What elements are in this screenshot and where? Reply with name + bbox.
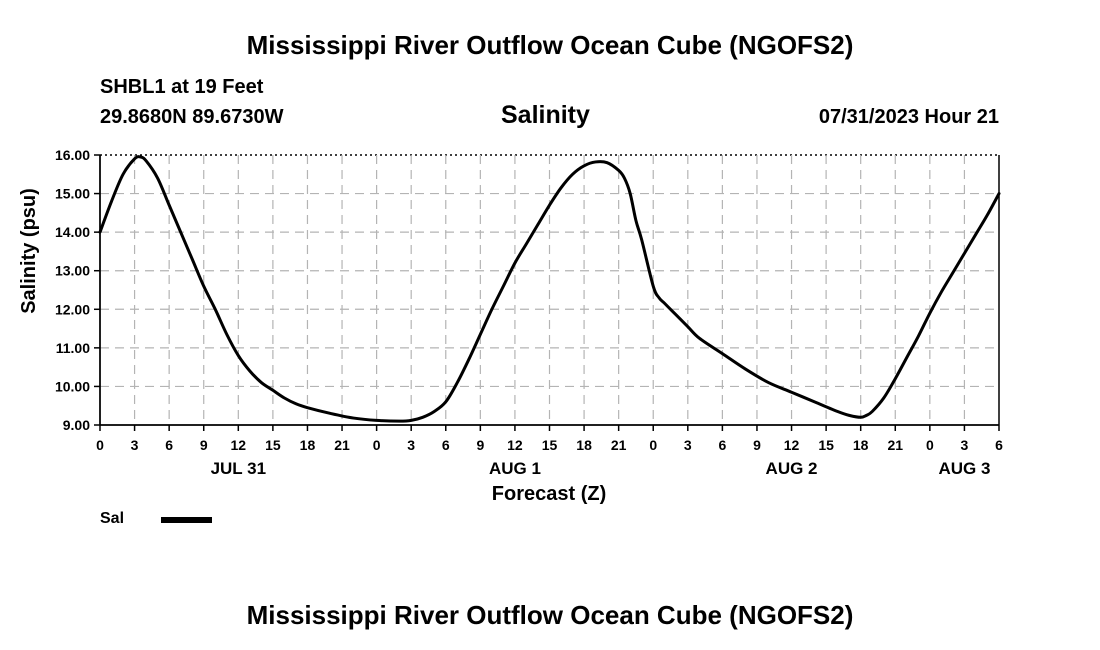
x-tick-label: 3 — [684, 437, 692, 453]
x-tick-label: 12 — [231, 437, 247, 453]
x-tick-label: 9 — [476, 437, 484, 453]
x-tick-label: 15 — [542, 437, 558, 453]
station-label: SHBL1 at 19 Feet — [100, 76, 264, 98]
y-axis-label: Salinity (psu) — [18, 188, 40, 314]
grid-lines — [99, 154, 1000, 426]
day-label: AUG 3 — [938, 459, 990, 478]
x-tick-label: 21 — [887, 437, 903, 453]
x-tick-label: 12 — [507, 437, 523, 453]
x-tick-label: 0 — [926, 437, 934, 453]
y-tick-label: 9.00 — [63, 417, 90, 433]
x-tick-label: 0 — [373, 437, 381, 453]
parameter-title: Salinity — [501, 101, 590, 129]
footer-title: Mississippi River Outflow Ocean Cube (NG… — [246, 600, 854, 630]
x-tick-label: 9 — [753, 437, 761, 453]
x-tick-label: 6 — [442, 437, 450, 453]
x-tick-label: 0 — [649, 437, 657, 453]
x-tick-label: 0 — [96, 437, 104, 453]
x-tick-label: 3 — [407, 437, 415, 453]
series-line-sal — [98, 155, 1001, 423]
x-axis-label: Forecast (Z) — [492, 483, 606, 505]
day-label: JUL 31 — [211, 459, 266, 478]
x-tick-label: 21 — [611, 437, 627, 453]
x-tick-label: 18 — [576, 437, 592, 453]
series-layer — [98, 155, 1001, 423]
x-tick-label: 3 — [131, 437, 139, 453]
y-tick-label: 14.00 — [55, 224, 90, 240]
x-tick-label: 6 — [165, 437, 173, 453]
x-tick-label: 21 — [334, 437, 350, 453]
legend-label: Sal — [100, 510, 125, 527]
chart-title: Mississippi River Outflow Ocean Cube (NG… — [246, 30, 854, 60]
legend-line-swatch — [161, 517, 212, 523]
day-label: AUG 2 — [766, 459, 818, 478]
x-tick-label: 9 — [200, 437, 208, 453]
coordinates-label: 29.8680N 89.6730W — [100, 106, 284, 128]
x-tick-label: 18 — [300, 437, 316, 453]
x-tick-label: 6 — [995, 437, 1003, 453]
x-tick-label: 15 — [818, 437, 834, 453]
y-tick-label: 10.00 — [55, 378, 90, 394]
forecast-datetime: 07/31/2023 Hour 21 — [818, 106, 999, 128]
y-tick-label: 11.00 — [56, 340, 90, 356]
axes — [94, 154, 1000, 431]
x-tick-label: 12 — [784, 437, 800, 453]
x-tick-label: 15 — [265, 437, 281, 453]
x-tick-label: 3 — [961, 437, 969, 453]
y-tick-label: 15.00 — [55, 186, 90, 202]
x-tick-label: 18 — [853, 437, 869, 453]
y-tick-label: 13.00 — [55, 263, 90, 279]
y-tick-label: 12.00 — [55, 301, 90, 317]
y-tick-label: 16.00 — [55, 147, 90, 163]
axis-labels: 9.00 10.00 11.00 12.00 13.00 14.00 15.00 16.00 0… — [55, 147, 1003, 478]
day-label: AUG 1 — [489, 459, 541, 478]
x-tick-label: 6 — [718, 437, 726, 453]
